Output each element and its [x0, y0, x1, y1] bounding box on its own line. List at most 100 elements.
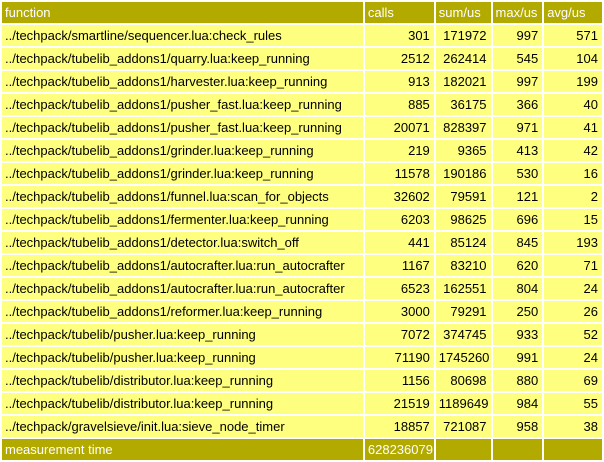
max-cell: 997 [492, 71, 543, 92]
table-row: ../techpack/tubelib_addons1/quarry.lua:k… [2, 48, 602, 69]
max-cell: 933 [492, 324, 543, 345]
avg-cell: 193 [544, 232, 602, 253]
function-cell: ../techpack/tubelib_addons1/pusher_fast.… [2, 117, 363, 138]
table-row: ../techpack/tubelib_addons1/reformer.lua… [2, 301, 602, 322]
avg-cell: 41 [544, 117, 602, 138]
table-row: ../techpack/tubelib_addons1/fermenter.lu… [2, 209, 602, 230]
function-cell: ../techpack/tubelib/pusher.lua:keep_runn… [2, 347, 363, 368]
calls-cell: 441 [364, 232, 434, 253]
table-body: ../techpack/smartline/sequencer.lua:chec… [2, 25, 602, 437]
max-cell: 984 [492, 393, 543, 414]
table-row: ../techpack/tubelib_addons1/funnel.lua:s… [2, 186, 602, 207]
calls-cell: 6523 [364, 278, 434, 299]
calls-cell: 913 [364, 71, 434, 92]
function-cell: ../techpack/tubelib/distributor.lua:keep… [2, 370, 363, 391]
avg-cell: 16 [544, 163, 602, 184]
table-row: ../techpack/tubelib/pusher.lua:keep_runn… [2, 324, 602, 345]
max-cell: 958 [492, 416, 543, 437]
function-cell: ../techpack/tubelib_addons1/pusher_fast.… [2, 94, 363, 115]
column-header-function: function [2, 2, 363, 23]
sum-cell: 182021 [435, 71, 491, 92]
avg-cell: 55 [544, 393, 602, 414]
header-row: function calls sum/us max/us avg/us [2, 2, 602, 23]
sum-cell: 262414 [435, 48, 491, 69]
avg-cell: 38 [544, 416, 602, 437]
table-row: ../techpack/tubelib_addons1/pusher_fast.… [2, 94, 602, 115]
sum-cell: 1745260 [435, 347, 491, 368]
function-cell: ../techpack/tubelib/distributor.lua:keep… [2, 393, 363, 414]
max-cell: 696 [492, 209, 543, 230]
table-row: ../techpack/tubelib/distributor.lua:keep… [2, 393, 602, 414]
calls-cell: 301 [364, 25, 434, 46]
avg-cell: 42 [544, 140, 602, 161]
function-cell: ../techpack/tubelib_addons1/funnel.lua:s… [2, 186, 363, 207]
max-cell: 997 [492, 25, 543, 46]
table-row: ../techpack/tubelib_addons1/detector.lua… [2, 232, 602, 253]
calls-cell: 7072 [364, 324, 434, 345]
calls-cell: 3000 [364, 301, 434, 322]
table-row: ../techpack/tubelib_addons1/autocrafter.… [2, 278, 602, 299]
sum-cell: 85124 [435, 232, 491, 253]
max-cell: 366 [492, 94, 543, 115]
measurement-time-label: measurement time [2, 439, 363, 460]
sum-cell: 36175 [435, 94, 491, 115]
max-cell: 991 [492, 347, 543, 368]
avg-cell: 199 [544, 71, 602, 92]
column-header-avg: avg/us [544, 2, 602, 23]
calls-cell: 71190 [364, 347, 434, 368]
sum-cell: 79591 [435, 186, 491, 207]
max-cell: 250 [492, 301, 543, 322]
calls-cell: 32602 [364, 186, 434, 207]
max-cell: 530 [492, 163, 543, 184]
max-cell: 804 [492, 278, 543, 299]
calls-cell: 1167 [364, 255, 434, 276]
sum-cell: 721087 [435, 416, 491, 437]
calls-cell: 11578 [364, 163, 434, 184]
function-cell: ../techpack/tubelib_addons1/grinder.lua:… [2, 163, 363, 184]
avg-cell: 15 [544, 209, 602, 230]
sum-cell: 374745 [435, 324, 491, 345]
sum-cell: 9365 [435, 140, 491, 161]
footer-row: measurement time 628236079 [2, 439, 602, 460]
table-row: ../techpack/tubelib_addons1/harvester.lu… [2, 71, 602, 92]
avg-cell: 24 [544, 278, 602, 299]
column-header-max: max/us [492, 2, 543, 23]
max-cell: 971 [492, 117, 543, 138]
sum-cell: 162551 [435, 278, 491, 299]
measurement-time-value: 628236079 [364, 439, 434, 460]
calls-cell: 885 [364, 94, 434, 115]
function-cell: ../techpack/tubelib_addons1/detector.lua… [2, 232, 363, 253]
function-cell: ../techpack/tubelib/pusher.lua:keep_runn… [2, 324, 363, 345]
column-header-calls: calls [364, 2, 434, 23]
max-cell: 545 [492, 48, 543, 69]
avg-cell: 52 [544, 324, 602, 345]
calls-cell: 2512 [364, 48, 434, 69]
footer-empty-cell [492, 439, 543, 460]
table-row: ../techpack/tubelib/distributor.lua:keep… [2, 370, 602, 391]
avg-cell: 26 [544, 301, 602, 322]
table-row: ../techpack/tubelib_addons1/grinder.lua:… [2, 163, 602, 184]
table-row: ../techpack/gravelsieve/init.lua:sieve_n… [2, 416, 602, 437]
function-cell: ../techpack/gravelsieve/init.lua:sieve_n… [2, 416, 363, 437]
function-cell: ../techpack/tubelib_addons1/harvester.lu… [2, 71, 363, 92]
calls-cell: 20071 [364, 117, 434, 138]
function-cell: ../techpack/smartline/sequencer.lua:chec… [2, 25, 363, 46]
calls-cell: 1156 [364, 370, 434, 391]
function-cell: ../techpack/tubelib_addons1/grinder.lua:… [2, 140, 363, 161]
calls-cell: 6203 [364, 209, 434, 230]
sum-cell: 1189649 [435, 393, 491, 414]
max-cell: 413 [492, 140, 543, 161]
avg-cell: 24 [544, 347, 602, 368]
calls-cell: 21519 [364, 393, 434, 414]
avg-cell: 69 [544, 370, 602, 391]
table-row: ../techpack/tubelib_addons1/autocrafter.… [2, 255, 602, 276]
table-row: ../techpack/smartline/sequencer.lua:chec… [2, 25, 602, 46]
sum-cell: 190186 [435, 163, 491, 184]
table-row: ../techpack/tubelib_addons1/pusher_fast.… [2, 117, 602, 138]
avg-cell: 40 [544, 94, 602, 115]
function-cell: ../techpack/tubelib_addons1/autocrafter.… [2, 255, 363, 276]
sum-cell: 828397 [435, 117, 491, 138]
table-row: ../techpack/tubelib/pusher.lua:keep_runn… [2, 347, 602, 368]
max-cell: 845 [492, 232, 543, 253]
